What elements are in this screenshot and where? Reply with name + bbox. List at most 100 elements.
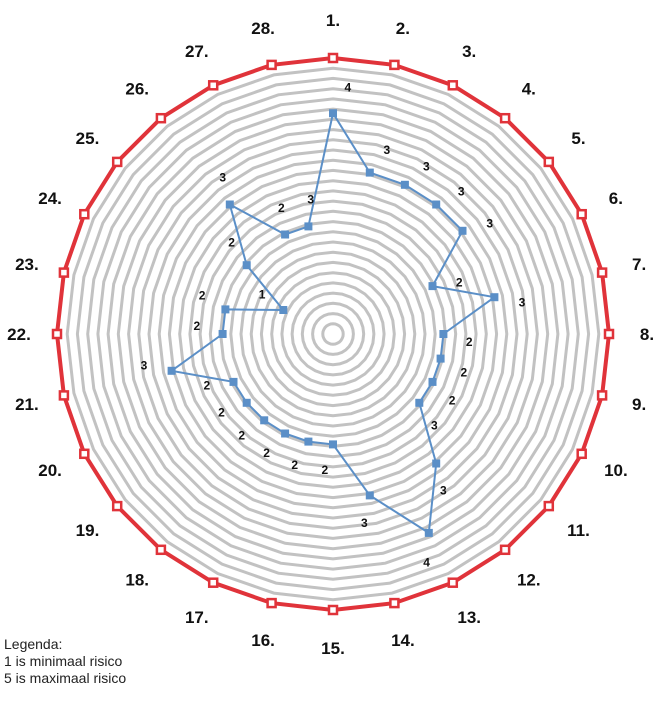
outer-ring-marker	[155, 112, 167, 124]
grid-ring	[321, 322, 345, 346]
category-label: 12.	[517, 571, 541, 590]
grid-ring	[86, 87, 580, 581]
series-point	[229, 377, 238, 386]
series-point	[260, 416, 269, 425]
grid-ring	[178, 179, 488, 489]
category-label: 3.	[462, 42, 476, 61]
data-label: 2	[466, 335, 473, 349]
data-label: 1	[259, 287, 266, 301]
outer-ring-marker	[327, 604, 339, 616]
grid-ring	[239, 240, 427, 428]
outer-ring-marker	[389, 597, 400, 609]
category-label: 23.	[15, 255, 39, 274]
outer-ring-marker	[389, 59, 400, 71]
series-point	[242, 398, 251, 407]
category-label: 22.	[7, 325, 31, 344]
category-label: 13.	[457, 608, 481, 627]
data-label: 2	[228, 236, 235, 250]
outer-ring-marker	[111, 156, 123, 168]
series-point	[365, 168, 374, 177]
data-label: 3	[219, 170, 226, 184]
data-label: 3	[458, 185, 465, 199]
category-label: 24.	[38, 189, 62, 208]
outer-ring-marker	[51, 328, 63, 340]
outer-ring-marker	[79, 448, 90, 460]
legend: Legenda: 1 is minimaal risico 5 is maxim…	[4, 636, 126, 687]
series-point	[365, 491, 374, 500]
outer-ring-marker	[327, 52, 339, 64]
data-label: 2	[278, 201, 285, 215]
category-label: 7.	[632, 255, 646, 274]
series-point	[458, 226, 467, 235]
series-point	[400, 180, 409, 189]
grid-ring	[127, 128, 539, 540]
category-label: 27.	[185, 42, 209, 61]
data-label: 2	[218, 406, 225, 420]
category-label: 10.	[604, 461, 628, 480]
series-point	[329, 109, 337, 118]
data-label: 3	[486, 217, 493, 231]
grid-ring	[65, 66, 601, 602]
grid-ring	[280, 281, 386, 387]
category-label: 11.	[567, 521, 590, 540]
outer-ring-marker	[207, 80, 219, 91]
data-label: 2	[193, 319, 200, 333]
data-label: 2	[461, 365, 468, 379]
series-point	[415, 398, 424, 407]
data-label: 2	[321, 463, 328, 477]
outer-ring	[51, 52, 615, 616]
series-point	[439, 330, 448, 338]
data-label: 3	[307, 192, 314, 206]
category-label: 14.	[391, 631, 415, 650]
series-point	[167, 366, 176, 375]
data-label: 2	[263, 446, 270, 460]
grid-ring	[208, 209, 458, 459]
data-label: 2	[203, 379, 210, 393]
series-point	[279, 306, 288, 314]
series-point	[281, 230, 290, 239]
category-label: 28.	[251, 19, 275, 38]
grid-ring	[219, 220, 447, 448]
series-point	[281, 429, 290, 438]
grid-ring	[96, 97, 570, 571]
category-label: 2.	[396, 19, 410, 38]
outer-ring-marker	[543, 500, 555, 512]
category-label: 15.	[321, 639, 345, 658]
grid-ring	[167, 168, 499, 500]
category-label: 5.	[571, 129, 585, 148]
series-point	[432, 200, 441, 209]
data-label: 3	[519, 296, 526, 310]
data-label: 2	[449, 393, 456, 407]
data-label: 4	[344, 81, 351, 95]
category-label: 25.	[76, 129, 100, 148]
series-point	[242, 261, 251, 270]
series-point	[218, 330, 227, 338]
outer-ring-marker	[266, 59, 277, 71]
grid-ring	[106, 107, 560, 561]
grid-ring	[300, 301, 366, 367]
outer-ring-marker	[447, 577, 459, 588]
series-point	[221, 305, 230, 314]
outer-ring-marker	[207, 577, 219, 588]
series-point	[432, 459, 441, 468]
outer-ring-marker	[266, 597, 277, 609]
grid-ring	[229, 230, 437, 438]
data-label: 3	[383, 143, 390, 157]
data-label: 3	[431, 418, 438, 432]
category-label: 18.	[125, 571, 149, 590]
outer-ring-marker	[155, 544, 167, 556]
category-label: 4.	[522, 80, 536, 99]
category-label: 26.	[125, 80, 149, 99]
grid-rings	[65, 66, 601, 602]
category-label: 6.	[609, 189, 623, 208]
outer-ring-marker	[79, 208, 90, 220]
data-label: 3	[440, 484, 447, 498]
legend-line-max: 5 is maximaal risico	[4, 670, 127, 686]
outer-ring-marker	[111, 500, 123, 512]
series-point	[428, 282, 437, 291]
category-label: 16.	[251, 631, 275, 650]
outer-ring-marker	[543, 156, 555, 168]
category-label: 21.	[15, 395, 39, 414]
grid-ring	[157, 158, 509, 510]
